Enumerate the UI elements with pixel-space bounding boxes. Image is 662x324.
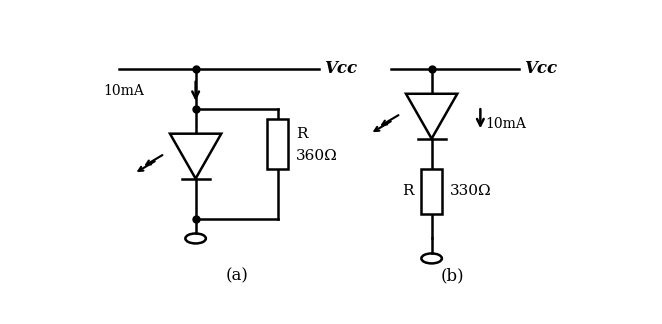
Text: 360Ω: 360Ω [296,149,338,163]
Text: 10mA: 10mA [485,117,526,131]
Polygon shape [170,134,221,179]
Text: (a): (a) [225,267,248,284]
Text: R: R [296,127,307,141]
Bar [267,119,288,168]
Text: 10mA: 10mA [103,84,144,98]
Text: (b): (b) [440,267,464,284]
Bar [422,168,442,214]
Text: Vcc: Vcc [324,60,357,77]
Polygon shape [406,94,457,139]
Text: Vcc: Vcc [524,60,557,77]
Text: R: R [402,184,414,198]
Text: 330Ω: 330Ω [449,184,491,198]
